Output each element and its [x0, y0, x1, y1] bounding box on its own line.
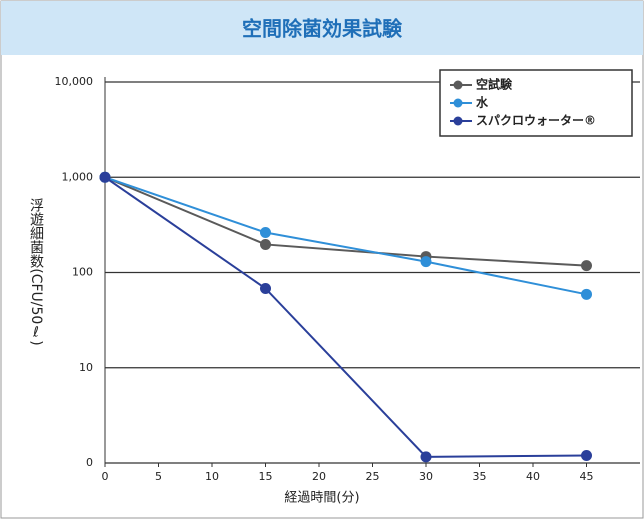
- y-tick-label: 0: [86, 456, 93, 469]
- legend-marker: [453, 98, 463, 108]
- marker: [581, 449, 592, 461]
- header-band: [1, 1, 643, 55]
- x-tick-label: 10: [205, 470, 219, 483]
- x-tick-label: 5: [155, 470, 162, 483]
- legend-marker: [453, 116, 463, 126]
- x-axis-label: 経過時間(分): [284, 491, 359, 506]
- line: [104, 176, 587, 267]
- legend-label: 水: [476, 95, 489, 110]
- marker: [420, 256, 432, 268]
- legend-marker: [453, 80, 463, 90]
- x-tick-label: 15: [259, 470, 273, 483]
- marker: [260, 226, 271, 238]
- marker: [260, 238, 271, 250]
- y-tick-label: 100: [72, 266, 93, 279]
- x-tick-label: 40: [526, 470, 540, 483]
- y-tick-label: 10,000: [55, 75, 94, 88]
- y-axis-label: 浮遊細菌数(CFU/50ℓ): [28, 198, 44, 346]
- line: [104, 176, 587, 458]
- marker: [260, 282, 271, 294]
- x-tick-label: 35: [473, 470, 487, 483]
- legend-label: スパクロウォーター®: [476, 114, 596, 128]
- y-tick-label: 10: [79, 361, 93, 374]
- chart-title: 空間除菌効果試験: [242, 17, 403, 41]
- marker: [420, 451, 432, 463]
- x-tick-label: 45: [580, 470, 594, 483]
- marker: [99, 171, 111, 183]
- x-tick-label: 25: [366, 470, 380, 483]
- legend-label: 空試験: [476, 77, 513, 92]
- marker: [581, 260, 592, 272]
- marker: [581, 288, 592, 300]
- line: [104, 176, 587, 296]
- x-tick-label: 0: [102, 470, 109, 483]
- x-tick-label: 30: [419, 470, 433, 483]
- y-tick-label: 1,000: [62, 170, 94, 183]
- x-tick-label: 20: [312, 470, 326, 483]
